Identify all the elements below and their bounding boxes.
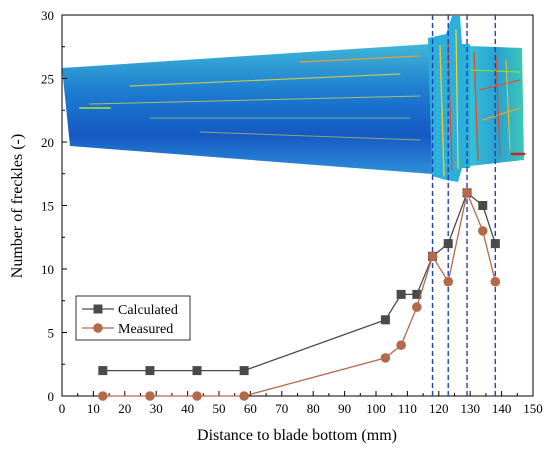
data-point: [412, 302, 422, 312]
x-tick-label: 60: [244, 401, 257, 416]
y-tick-label: 5: [48, 326, 55, 341]
x-tick-label: 20: [118, 401, 131, 416]
x-tick-label: 150: [523, 401, 543, 416]
data-point: [490, 276, 501, 287]
x-tick-label: 120: [429, 401, 449, 416]
x-tick-label: 30: [150, 401, 163, 416]
data-point: [477, 226, 488, 236]
blade-image: [62, 16, 526, 182]
data-point: [396, 289, 406, 299]
x-tick-label: 140: [492, 401, 512, 416]
y-axis-ticks: 0 5 10 15 20 25 30: [41, 8, 67, 404]
y-tick-label: 30: [41, 8, 54, 23]
series-calculated: [98, 188, 500, 376]
data-point: [443, 239, 453, 249]
x-tick-label: 70: [275, 401, 288, 416]
series-measured: [98, 188, 501, 401]
data-point: [490, 239, 500, 249]
legend-marker-calculated: [93, 304, 103, 314]
y-tick-label: 20: [41, 135, 54, 150]
series-line: [102, 190, 496, 397]
data-point: [98, 391, 108, 401]
x-tick-label: 10: [87, 401, 100, 416]
y-tick-label: 0: [48, 389, 55, 404]
blade-streaks: [79, 29, 526, 177]
legend-label-measured: Measured: [118, 322, 173, 337]
y-tick-label: 15: [41, 199, 54, 214]
x-tick-label: 110: [398, 401, 417, 416]
x-tick-label: 40: [181, 401, 194, 416]
data-point: [98, 366, 108, 376]
data-point: [412, 289, 422, 299]
data-point: [145, 391, 155, 401]
x-tick-label: 50: [213, 401, 226, 416]
blade-airfoil: [62, 44, 432, 174]
blade-root: [470, 46, 524, 166]
data-point: [380, 315, 390, 325]
y-tick-label: 25: [41, 72, 54, 87]
legend-box: [75, 295, 191, 341]
x-tick-label: 130: [460, 401, 480, 416]
data-point: [239, 366, 249, 376]
x-axis-ticks: 0 10 20 30 40 50 60 70 80 90 100 110 120 130 140 150: [59, 391, 543, 416]
data-point: [443, 276, 454, 287]
x-tick-label: 80: [307, 401, 320, 416]
data-point: [396, 340, 406, 351]
blade-platform: [428, 16, 470, 182]
data-point: [239, 391, 249, 401]
legend: Calculated Measured: [75, 295, 191, 341]
series-group: [98, 188, 501, 401]
legend-label-calculated: Calculated: [118, 303, 178, 318]
data-point: [380, 353, 391, 363]
data-point: [478, 201, 488, 210]
x-tick-label: 100: [366, 401, 386, 416]
y-axis-label: Number of freckles (-): [9, 134, 26, 278]
x-axis-label: Distance to blade bottom (mm): [197, 427, 397, 444]
y-tick-label: 10: [41, 262, 54, 277]
series-line: [102, 191, 496, 372]
data-point: [192, 391, 202, 401]
x-tick-label: 0: [59, 401, 66, 416]
data-point: [462, 188, 472, 198]
legend-marker-measured: [93, 323, 103, 333]
data-point: [427, 251, 438, 262]
x-tick-label: 90: [338, 401, 351, 416]
data-point: [145, 366, 155, 376]
data-point: [192, 366, 202, 376]
